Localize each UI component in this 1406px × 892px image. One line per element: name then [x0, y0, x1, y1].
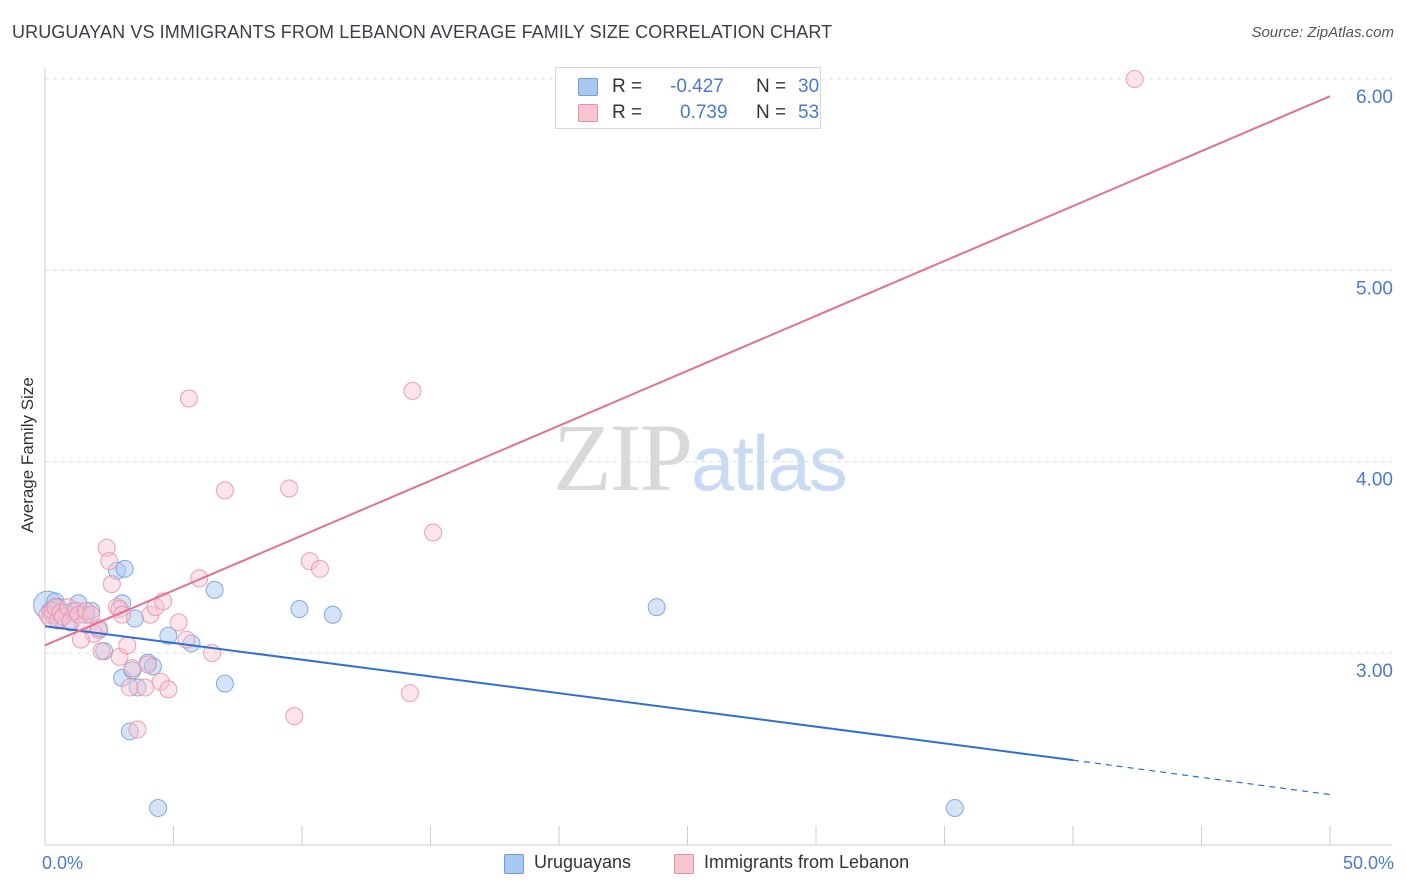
point-lebanon [151, 672, 170, 691]
point-uruguayans [945, 798, 964, 817]
point-lebanon [71, 630, 90, 649]
y-axis-label: Average Family Size [18, 377, 37, 533]
legend-swatch-uruguayans [504, 854, 524, 874]
point-uruguayans [115, 559, 134, 578]
point-lebanon [403, 381, 422, 400]
stats-n-label: N = [756, 102, 787, 123]
chart-title: URUGUAYAN VS IMMIGRANTS FROM LEBANON AVE… [12, 22, 833, 42]
point-uruguayans [290, 599, 309, 618]
point-uruguayans [128, 678, 147, 697]
point-lebanon [138, 655, 157, 674]
stats-swatch-uruguayans [578, 78, 598, 96]
watermark: ZIPatlas [553, 402, 848, 513]
point-lebanon [1125, 70, 1144, 88]
legend-label-lebanon: Immigrants from Lebanon [704, 852, 910, 872]
x-tick-label-min: 0.0% [42, 853, 84, 873]
point-lebanon [102, 575, 121, 594]
y-tick-label-layer: 3.00 4.00 5.00 6.00 [1356, 87, 1393, 682]
trendline-uruguayans-extension [1072, 759, 1331, 796]
source-label: Source: ZipAtlas.com [1251, 24, 1394, 41]
watermark-zip: ZIP [553, 404, 693, 511]
y-tick-label: 4.00 [1356, 470, 1393, 491]
stats-swatch-lebanon [578, 104, 598, 122]
point-uruguayans [323, 605, 342, 624]
point-lebanon [400, 684, 419, 703]
points-layer [33, 70, 1144, 817]
point-lebanon [118, 636, 137, 655]
point-lebanon [169, 613, 188, 632]
point-uruguayans [149, 798, 168, 817]
point-lebanon [123, 659, 142, 678]
point-lebanon [280, 479, 299, 498]
point-lebanon [128, 720, 147, 739]
point-lebanon [136, 678, 155, 697]
trend-layer [44, 95, 1331, 796]
point-lebanon [46, 598, 65, 617]
axis-layer [44, 68, 1392, 846]
stats-r-label: R = [612, 102, 643, 123]
stats-box: R = -0.427 N = 30 R = 0.739 N = 53 [555, 67, 821, 129]
point-uruguayans [159, 626, 178, 645]
point-lebanon [285, 707, 304, 726]
point-lebanon [179, 389, 198, 408]
stats-r-value: 0.739 [680, 102, 728, 123]
point-lebanon [97, 538, 116, 557]
grid-layer [45, 78, 1392, 654]
stats-r-label: R = [612, 76, 643, 97]
point-lebanon [424, 523, 443, 542]
stats-n-label: N = [756, 76, 787, 97]
point-uruguayans [215, 674, 234, 693]
point-lebanon [310, 559, 329, 578]
point-uruguayans [120, 722, 139, 741]
x-tick-label-max: 50.0% [1342, 853, 1394, 873]
stats-n-value: 30 [798, 76, 820, 97]
point-lebanon [120, 678, 139, 697]
watermark-atlas: atlas [691, 419, 848, 507]
trendline-uruguayans [44, 625, 1074, 762]
point-lebanon [159, 680, 178, 699]
y-tick-label: 5.00 [1356, 278, 1393, 299]
y-tick-label: 6.00 [1356, 87, 1393, 108]
point-lebanon [92, 642, 111, 661]
point-lebanon [82, 605, 101, 624]
y-tick-label: 3.00 [1356, 661, 1393, 682]
legend-label-uruguayans: Uruguayans [534, 852, 632, 872]
point-uruguayans [205, 580, 224, 599]
stats-n-value: 53 [798, 102, 820, 123]
stats-r-value: -0.427 [670, 76, 724, 97]
point-uruguayans [647, 598, 666, 617]
legend-swatch-lebanon [674, 854, 694, 874]
point-lebanon [215, 481, 234, 500]
point-lebanon [300, 552, 319, 571]
point-lebanon [100, 552, 119, 571]
trendline-lebanon [44, 95, 1331, 647]
